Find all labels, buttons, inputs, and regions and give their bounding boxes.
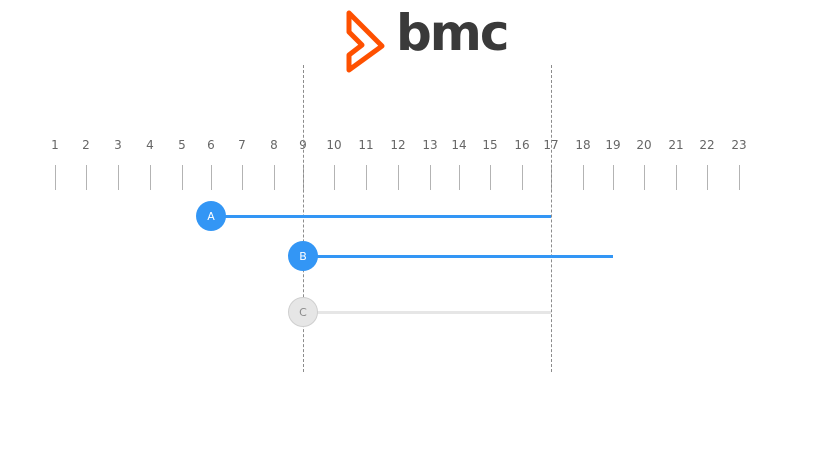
bar-node-b[interactable]: B bbox=[288, 241, 318, 271]
tick-mark bbox=[398, 165, 399, 190]
guide-line bbox=[303, 65, 304, 372]
tick-mark bbox=[490, 165, 491, 190]
tick-mark bbox=[150, 165, 151, 190]
tick-label: 12 bbox=[390, 138, 406, 152]
bar-track bbox=[303, 311, 551, 314]
tick-label: 3 bbox=[114, 138, 122, 152]
tick-label: 7 bbox=[238, 138, 246, 152]
bmc-chevron-icon bbox=[346, 10, 385, 73]
tick-mark bbox=[86, 165, 87, 190]
tick-mark bbox=[334, 165, 335, 190]
logo-text: bmc bbox=[396, 4, 510, 62]
tick-label: 19 bbox=[605, 138, 621, 152]
tick-mark bbox=[55, 165, 56, 190]
tick-label: 11 bbox=[358, 138, 374, 152]
tick-mark bbox=[242, 165, 243, 190]
tick-label: 10 bbox=[326, 138, 342, 152]
tick-mark bbox=[211, 165, 212, 190]
tick-label: 15 bbox=[482, 138, 498, 152]
tick-label: 2 bbox=[82, 138, 90, 152]
tick-mark bbox=[707, 165, 708, 190]
tick-label: 14 bbox=[451, 138, 467, 152]
tick-label: 16 bbox=[514, 138, 530, 152]
tick-label: 23 bbox=[731, 138, 747, 152]
tick-label: 8 bbox=[270, 138, 278, 152]
bar-node-c[interactable]: C bbox=[288, 297, 318, 327]
tick-mark bbox=[182, 165, 183, 190]
tick-mark bbox=[118, 165, 119, 190]
bar-track bbox=[303, 255, 613, 258]
tick-mark bbox=[459, 165, 460, 190]
tick-label: 6 bbox=[207, 138, 215, 152]
bar-node-a[interactable]: A bbox=[196, 201, 226, 231]
tick-mark bbox=[644, 165, 645, 190]
tick-mark bbox=[366, 165, 367, 190]
tick-mark bbox=[583, 165, 584, 190]
tick-mark bbox=[739, 165, 740, 190]
bar-track bbox=[211, 215, 551, 218]
tick-mark bbox=[613, 165, 614, 190]
tick-label: 21 bbox=[668, 138, 684, 152]
tick-label: 9 bbox=[299, 138, 307, 152]
tick-label: 4 bbox=[146, 138, 154, 152]
bmc-logo: bmc bbox=[344, 4, 510, 74]
tick-mark bbox=[430, 165, 431, 190]
tick-mark bbox=[676, 165, 677, 190]
tick-label: 18 bbox=[575, 138, 591, 152]
guide-line bbox=[551, 65, 552, 372]
tick-label: 13 bbox=[422, 138, 438, 152]
tick-label: 5 bbox=[178, 138, 186, 152]
tick-mark bbox=[522, 165, 523, 190]
tick-label: 22 bbox=[699, 138, 715, 152]
tick-mark bbox=[274, 165, 275, 190]
tick-label: 1 bbox=[51, 138, 59, 152]
tick-label: 20 bbox=[636, 138, 652, 152]
